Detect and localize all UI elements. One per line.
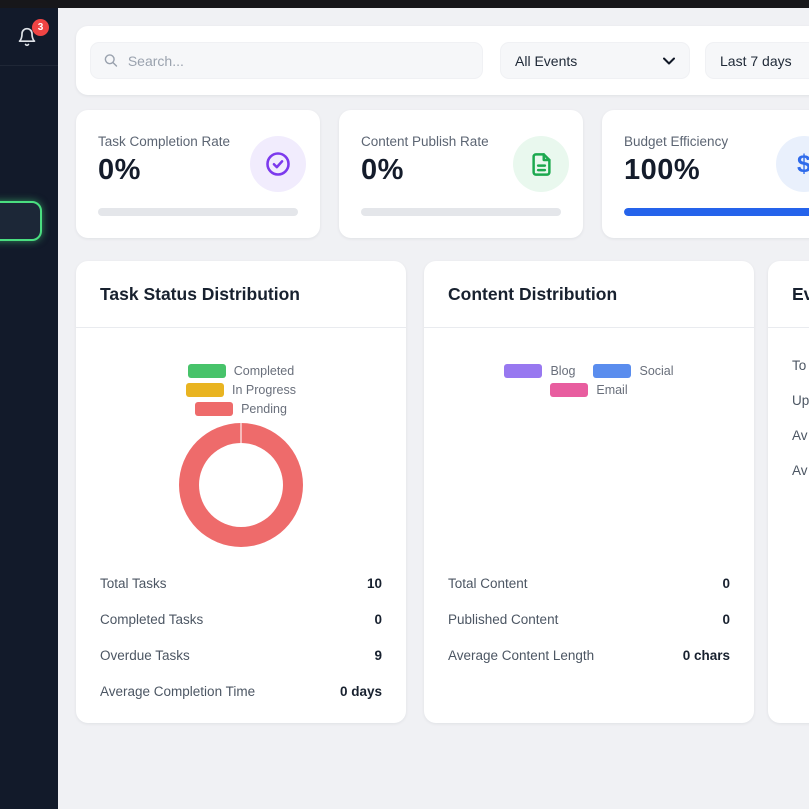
legend-item[interactable]: Completed xyxy=(187,364,294,378)
stat-row: Average Content Length 0 chars xyxy=(448,647,730,663)
progress-track xyxy=(98,208,298,216)
chart-title: Content Distribution xyxy=(448,284,618,304)
chart-card-events: Ev To Up Av Av xyxy=(768,261,809,723)
search-box[interactable] xyxy=(90,42,483,79)
stat-row: To xyxy=(792,358,807,373)
legend-item[interactable]: In Progress xyxy=(186,383,296,397)
stat-card-budget-efficiency: Budget Efficiency 100% $ xyxy=(602,110,809,238)
stat-card-task-completion: Task Completion Rate 0% xyxy=(76,110,320,238)
stat-row: Overdue Tasks 9 xyxy=(100,647,382,663)
stat-row: Published Content 0 xyxy=(448,611,730,627)
sidebar: 3 xyxy=(0,8,58,809)
legend-swatch xyxy=(550,383,589,397)
chevron-down-icon xyxy=(663,57,675,64)
sidebar-header: 3 xyxy=(0,8,58,66)
chart-legend: Blog Social Email xyxy=(474,364,704,397)
chart-header: Content Distribution xyxy=(424,261,754,328)
chart-stats-list: Total Tasks 10 Completed Tasks 0 Overdue… xyxy=(100,565,382,709)
stat-row: Av xyxy=(792,428,808,443)
notifications-button[interactable]: 3 xyxy=(17,19,49,49)
window-top-strip xyxy=(0,0,809,8)
donut-chart-task-status[interactable] xyxy=(179,423,303,547)
chart-legend: Completed In Progress Pending xyxy=(76,364,406,416)
chart-card-task-status: Task Status Distribution Completed In Pr… xyxy=(76,261,406,723)
chart-header: Ev xyxy=(768,261,809,328)
legend-swatch xyxy=(187,364,226,378)
stat-row: Up xyxy=(792,393,809,408)
legend-swatch xyxy=(195,402,234,416)
stat-value: 0% xyxy=(361,154,404,186)
date-range-select[interactable]: Last 7 days xyxy=(705,42,809,79)
stat-value: 0% xyxy=(98,154,141,186)
stat-value: 100% xyxy=(624,154,701,186)
chart-header: Task Status Distribution xyxy=(76,261,406,328)
bell-icon xyxy=(18,27,36,47)
chart-title: Task Status Distribution xyxy=(100,284,300,304)
dollar-icon: $ xyxy=(776,136,809,192)
legend-item[interactable]: Blog xyxy=(504,364,575,378)
stat-title: Content Publish Rate xyxy=(361,134,489,149)
filters-toolbar: All Events Last 7 days xyxy=(76,26,809,95)
legend-swatch xyxy=(186,383,225,397)
chart-card-content-distribution: Content Distribution Blog Social Email T… xyxy=(424,261,754,723)
search-icon xyxy=(104,54,118,67)
notification-count-badge: 3 xyxy=(32,19,49,36)
stat-row: Completed Tasks 0 xyxy=(100,611,382,627)
legend-swatch xyxy=(504,364,543,378)
legend-swatch xyxy=(593,364,632,378)
search-input[interactable] xyxy=(127,52,470,69)
legend-item[interactable]: Email xyxy=(550,383,628,397)
progress-track xyxy=(361,208,561,216)
chart-stats-list: To Up Av Av xyxy=(792,348,809,488)
stat-title: Task Completion Rate xyxy=(98,134,231,149)
event-filter-value: All Events xyxy=(515,52,578,69)
file-text-icon xyxy=(513,136,569,192)
date-range-value: Last 7 days xyxy=(720,52,792,69)
circle-check-icon xyxy=(250,136,306,192)
progress-fill xyxy=(624,208,809,216)
stat-row: Total Tasks 10 xyxy=(100,575,382,591)
legend-item[interactable]: Social xyxy=(593,364,674,378)
chart-stats-list: Total Content 0 Published Content 0 Aver… xyxy=(448,565,730,673)
stat-title: Budget Efficiency xyxy=(624,134,729,149)
sidebar-active-item[interactable] xyxy=(0,201,42,241)
stat-row: Average Completion Time 0 days xyxy=(100,683,382,699)
chart-title: Ev xyxy=(792,284,809,304)
event-filter-select[interactable]: All Events xyxy=(500,42,690,79)
progress-track xyxy=(624,208,809,216)
legend-item[interactable]: Pending xyxy=(195,402,287,416)
stat-row: Av xyxy=(792,463,808,478)
stat-row: Total Content 0 xyxy=(448,575,730,591)
stat-card-content-publish: Content Publish Rate 0% xyxy=(339,110,583,238)
